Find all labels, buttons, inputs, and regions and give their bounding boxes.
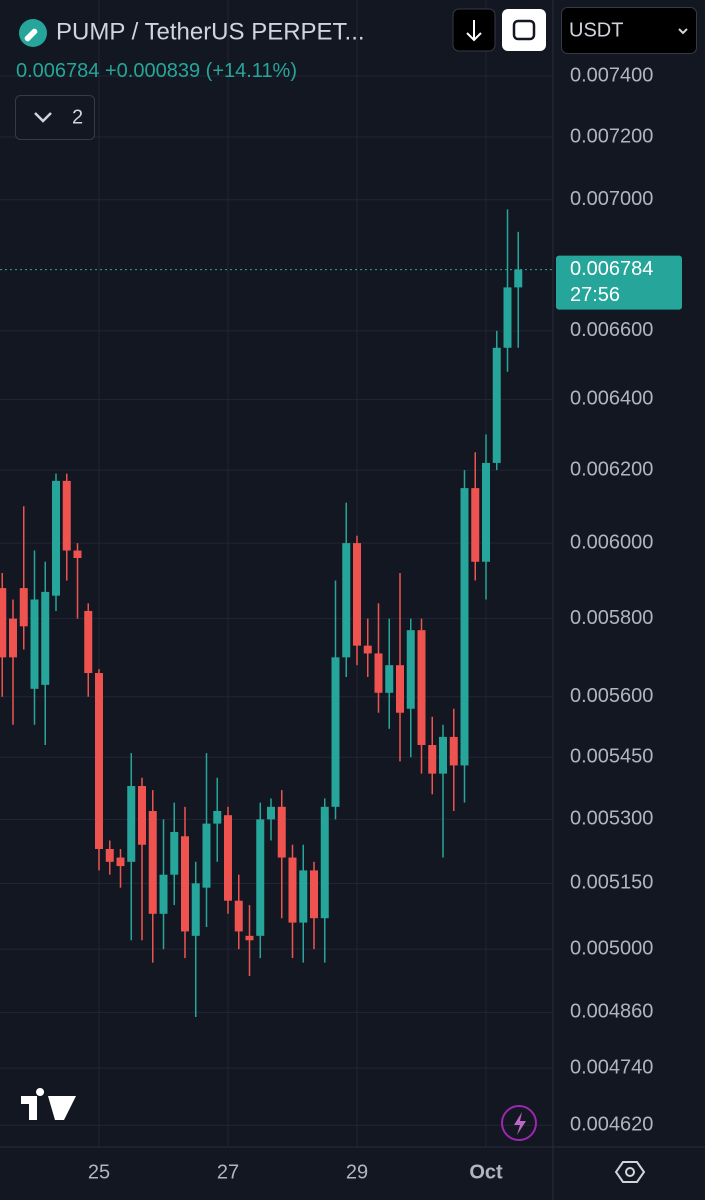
price-label: 0.006784	[570, 258, 653, 280]
x-tick-label: 25	[88, 1161, 110, 1183]
y-tick-label: 0.005600	[570, 685, 653, 707]
candle-body	[159, 874, 168, 914]
candle-body	[127, 786, 136, 862]
candle-body	[52, 480, 60, 596]
tv-logo	[21, 1088, 76, 1120]
candle-body	[224, 815, 232, 901]
candle-body	[245, 935, 254, 941]
candle-body	[482, 462, 490, 562]
y-tick-label: 0.005450	[570, 746, 653, 768]
y-axis: 0.007400 0.007200 0.007000 0.006600 0.006400…	[570, 64, 653, 1135]
logo-icon	[24, 28, 38, 42]
candle-body	[460, 488, 469, 766]
price: 0.006784	[16, 60, 99, 82]
candle-body	[0, 588, 7, 658]
candle-body	[406, 630, 415, 709]
candle-body	[105, 849, 114, 862]
y-tick-label: 0.005800	[570, 607, 653, 629]
last-price: 0.006784 +0.000839 (+14.11%)	[16, 60, 297, 82]
x-axis: 25 27 29 Oct	[88, 1161, 503, 1183]
candle-body	[310, 870, 318, 919]
y-tick-label: 0.005000	[570, 937, 653, 959]
candle-body	[331, 657, 340, 807]
candle-body	[396, 665, 404, 713]
fullscreen-button[interactable]	[502, 9, 546, 51]
candle-body	[449, 736, 458, 766]
settings-button[interactable]	[614, 1161, 646, 1183]
candle-body	[95, 673, 103, 850]
y-tick-label: 0.004620	[570, 1113, 653, 1135]
candles	[0, 209, 523, 1017]
candle-body	[503, 287, 512, 348]
candle-body	[116, 857, 125, 867]
y-tick-label: 0.006000	[570, 531, 653, 553]
candle-body	[62, 480, 71, 551]
candle-body	[342, 543, 351, 658]
indicator-toggle[interactable]	[15, 95, 95, 140]
lightning-button[interactable]	[501, 1105, 537, 1141]
candle-body	[181, 836, 189, 932]
candle-body	[320, 806, 329, 919]
candle-body	[170, 832, 179, 875]
indicator-count: 2	[72, 106, 83, 128]
candle-body	[471, 488, 480, 562]
change-pct: (+14.11%)	[206, 60, 297, 82]
candle-body	[267, 806, 275, 820]
y-tick-label: 0.004860	[570, 1001, 653, 1023]
lightning-icon	[514, 1112, 526, 1135]
candle-body	[417, 630, 426, 746]
x-tick-label: 29	[346, 1161, 368, 1183]
candle-body	[439, 736, 447, 774]
candle-body	[299, 870, 308, 923]
y-tick-label: 0.007200	[570, 125, 653, 147]
candle-body	[41, 591, 50, 685]
candle-body	[19, 588, 28, 627]
y-tick-label: 0.005150	[570, 872, 653, 894]
y-tick-label: 0.006400	[570, 388, 653, 410]
price-label-box	[556, 255, 682, 310]
candle-body	[234, 900, 243, 932]
dropdown-arrow	[678, 28, 688, 35]
candle-body	[191, 883, 200, 936]
currency: USDT	[569, 19, 623, 41]
candle-body	[428, 745, 437, 774]
candle-body	[363, 645, 372, 654]
candle-body	[148, 811, 157, 914]
countdown: 27:56	[570, 284, 620, 306]
candle-body	[256, 819, 265, 936]
download-icon	[466, 20, 482, 42]
candle-body	[84, 610, 93, 674]
y-tick-label: 0.004740	[570, 1056, 653, 1078]
candle-body	[9, 618, 17, 658]
currency-select[interactable]	[561, 7, 697, 54]
candle-body	[514, 269, 523, 288]
y-tick-label: 0.006200	[570, 458, 653, 480]
candle-body	[288, 857, 297, 923]
candle-body	[374, 653, 383, 693]
candle-body	[30, 599, 39, 689]
x-tick-label: 27	[217, 1161, 239, 1183]
y-tick-label: 0.007400	[570, 64, 653, 86]
fullscreen-icon	[512, 19, 536, 41]
symbol-title[interactable]: PUMP / TetherUS PERPET...	[56, 18, 365, 45]
candle-body	[138, 786, 146, 845]
candle-body	[385, 665, 394, 693]
y-tick-label: 0.005300	[570, 808, 653, 830]
candle-body	[353, 543, 361, 646]
candle-body	[73, 550, 82, 559]
candle-body	[202, 823, 211, 888]
x-tick-label: Oct	[469, 1161, 503, 1183]
candle-body	[492, 347, 501, 463]
y-tick-label: 0.006600	[570, 319, 653, 341]
candle-body	[213, 811, 222, 824]
y-tick-label: 0.007000	[570, 188, 653, 210]
change: +0.000839	[105, 60, 200, 82]
chevron	[34, 112, 52, 123]
settings-icon	[625, 1167, 635, 1177]
candle-body	[277, 806, 286, 858]
